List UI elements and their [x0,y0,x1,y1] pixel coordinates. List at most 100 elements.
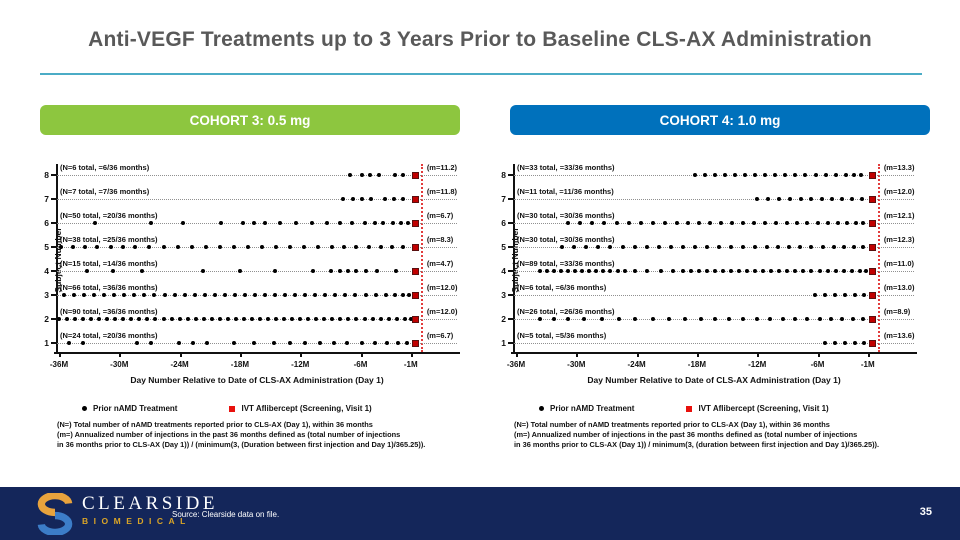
treatment-dot [169,317,174,321]
logo-name: CLEARSIDE [82,493,218,514]
treatment-dot [193,317,198,321]
legend-square-icon [686,405,693,412]
treatment-dot [288,341,293,345]
treatment-dot [273,293,278,297]
treatment-dot [330,317,335,321]
treatment-dot [322,317,327,321]
x-tick-label: -18M [230,360,250,369]
treatment-dot [112,293,117,297]
treatment-dot [400,245,405,249]
treatment-dot [566,269,571,273]
treatment-dot [817,269,822,273]
treatment-dot [217,317,222,321]
row-annotation: (N=50 total, =20/36 months) [60,211,158,220]
treatment-dot [839,197,844,201]
treatment-dot [83,245,88,249]
treatment-dot [290,317,295,321]
treatment-dot [338,269,343,273]
treatment-dot [809,245,814,249]
row-annotation: (N=33 total, =33/36 months) [517,163,615,172]
row-annotation: (N=30 total, =30/36 months) [517,211,615,220]
row-annotation: (N=6 total, =6/36 months) [517,283,607,292]
treatment-dot [815,221,820,225]
x-tick-mark [636,353,639,357]
subject-row-line [57,175,457,176]
aflibercept-marker [868,291,876,299]
treatment-dot [372,341,377,345]
treatment-dot [680,269,685,273]
footnote-line: in 36 months prior to CLS-AX (Day 1)) / … [514,439,880,449]
treatment-dot [316,245,321,249]
y-axis-line [56,164,58,353]
treatment-dot [638,221,643,225]
treatment-dot [57,317,61,321]
title-divider [40,73,922,75]
treatment-dot [670,269,675,273]
row-m-value: (m=12.0) [426,283,458,292]
row-annotation: (N=5 total, =5/36 months) [517,331,607,340]
treatment-dot [753,245,758,249]
treatment-dot [755,197,760,201]
treatment-dot [212,293,217,297]
y-tick-mark [508,318,514,320]
treatment-dot [766,197,771,201]
treatment-dot [240,221,245,225]
row-annotation: (N=15 total, =14/36 months) [60,259,158,268]
treatment-dot [202,293,207,297]
y-tick-label: 4 [44,266,49,276]
x-axis-title: Day Number Relative to Date of CLS-AX Ad… [130,375,384,385]
treatment-dot [314,317,319,321]
treatment-dot [801,269,806,273]
y-tick-label: 6 [501,218,506,228]
aflibercept-marker [868,267,876,275]
treatment-dot [152,293,157,297]
treatment-dot [232,293,237,297]
treatment-dot [359,173,364,177]
treatment-dot [180,221,185,225]
treatment-dot [852,341,857,345]
treatment-dot [185,317,190,321]
treatment-dot [408,317,413,321]
treatment-dot [73,317,78,321]
treatment-dot [350,221,355,225]
treatment-dot [89,317,94,321]
treatment-dot [793,269,798,273]
treatment-dot [820,245,825,249]
treatment-dot [263,221,268,225]
treatment-dot [404,341,409,345]
y-tick-label: 7 [44,194,49,204]
treatment-dot [787,245,792,249]
treatment-dot [823,173,828,177]
treatment-dot [825,269,830,273]
treatment-dot [162,293,167,297]
subject-row-line [57,247,457,248]
treatment-dot [293,293,298,297]
treatment-dot [354,269,359,273]
y-tick-mark [508,246,514,248]
treatment-dot [844,221,849,225]
treatment-dot [566,221,571,225]
treatment-dot [192,293,197,297]
treatment-dot [788,197,793,201]
treatment-dot [392,293,397,297]
treatment-dot [348,173,353,177]
treatment-dot [833,269,838,273]
treatment-dot [580,269,585,273]
treatment-dot [809,269,814,273]
treatment-dot [853,221,858,225]
treatment-dot [65,317,70,321]
treatment-dot [237,269,242,273]
x-tick-label: -24M [170,360,189,369]
treatment-dot [343,293,348,297]
treatment-dot [258,317,262,321]
treatment-dot [260,245,265,249]
treatment-dot [552,269,557,273]
y-tick-mark [51,246,57,248]
treatment-dot [662,221,667,225]
aflibercept-marker [411,243,419,251]
treatment-dot [109,245,114,249]
treatment-dot [776,245,781,249]
treatment-dot [861,293,866,297]
treatment-dot [721,269,726,273]
treatment-dot [799,197,804,201]
